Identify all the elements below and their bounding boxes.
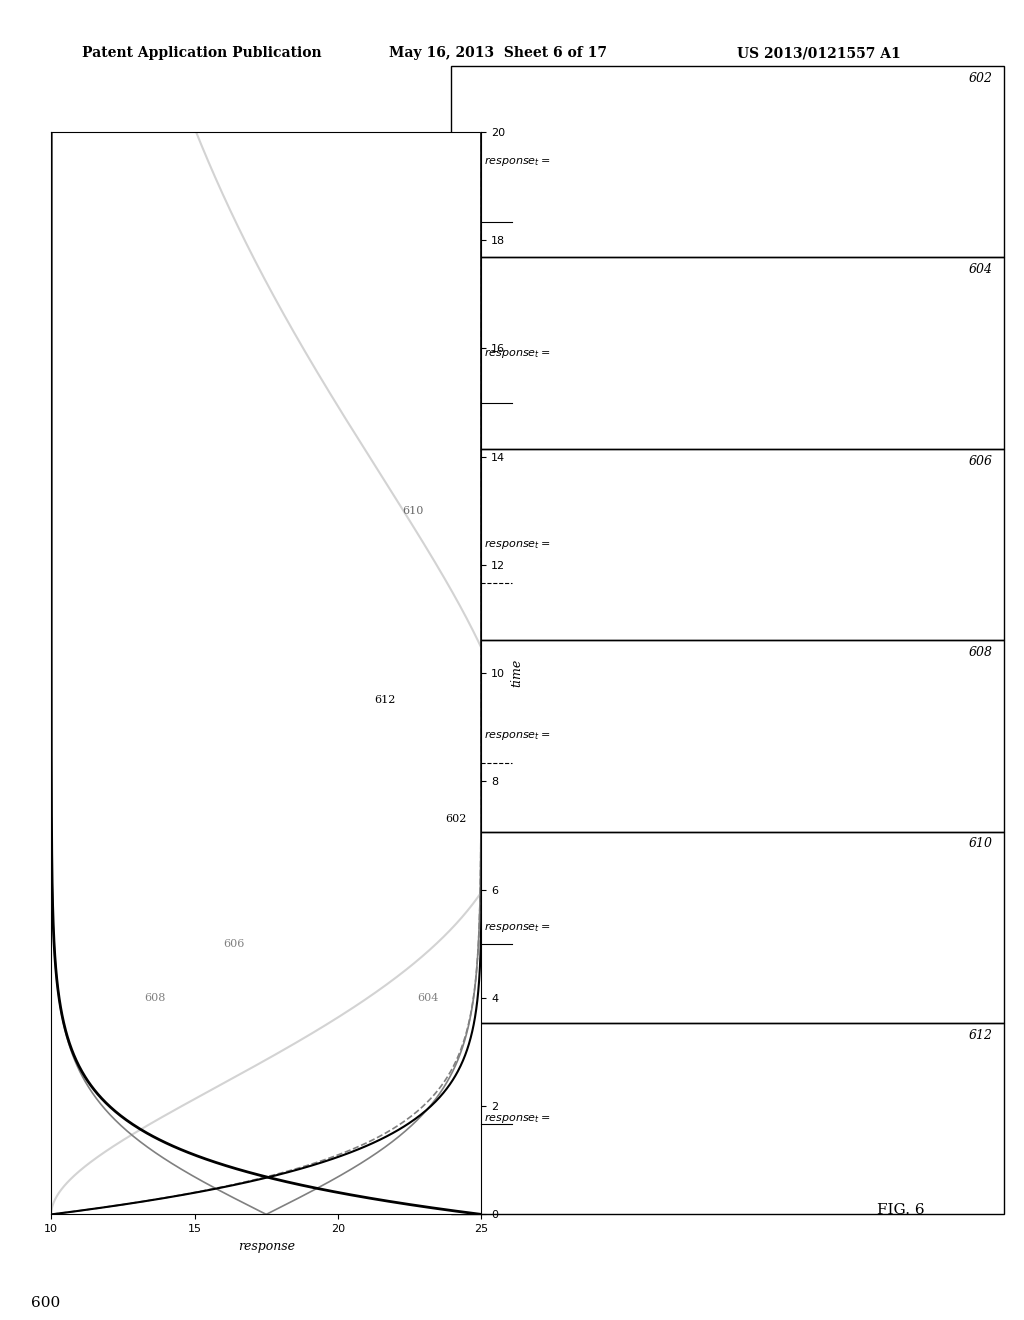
Y-axis label: time: time xyxy=(511,659,523,688)
Text: $\mathit{response_t} =$: $\mathit{response_t} =$ xyxy=(483,347,550,359)
Text: $\mathit{response_t} =$: $\mathit{response_t} =$ xyxy=(483,539,550,550)
Text: 600: 600 xyxy=(31,1296,60,1309)
Text: 602: 602 xyxy=(445,814,467,824)
Bar xyxy=(451,832,1004,1023)
Text: US 2013/0121557 A1: US 2013/0121557 A1 xyxy=(737,46,901,61)
Bar xyxy=(451,257,1004,449)
Text: May 16, 2013  Sheet 6 of 17: May 16, 2013 Sheet 6 of 17 xyxy=(389,46,607,61)
Text: 608: 608 xyxy=(144,993,166,1003)
Text: 608: 608 xyxy=(969,645,992,659)
X-axis label: response: response xyxy=(238,1239,295,1253)
Text: 602: 602 xyxy=(969,71,992,84)
Text: 612: 612 xyxy=(969,1028,992,1041)
Text: 604: 604 xyxy=(417,993,438,1003)
Bar xyxy=(451,66,1004,257)
Bar xyxy=(451,449,1004,640)
Text: 610: 610 xyxy=(969,837,992,850)
Text: 612: 612 xyxy=(374,696,395,705)
Text: Patent Application Publication: Patent Application Publication xyxy=(82,46,322,61)
Text: $\mathit{response_t} =$: $\mathit{response_t} =$ xyxy=(483,921,550,933)
Text: $\mathit{response_t} =$: $\mathit{response_t} =$ xyxy=(483,1113,550,1125)
Text: 606: 606 xyxy=(969,454,992,467)
Text: $\mathit{response_t} =$: $\mathit{response_t} =$ xyxy=(483,156,550,168)
Text: 606: 606 xyxy=(223,939,245,949)
Text: 610: 610 xyxy=(402,506,424,516)
Bar xyxy=(451,640,1004,832)
Text: $\mathit{response_t} =$: $\mathit{response_t} =$ xyxy=(483,730,550,742)
Bar xyxy=(451,1023,1004,1214)
Text: 604: 604 xyxy=(969,263,992,276)
Text: FIG. 6: FIG. 6 xyxy=(878,1204,925,1217)
